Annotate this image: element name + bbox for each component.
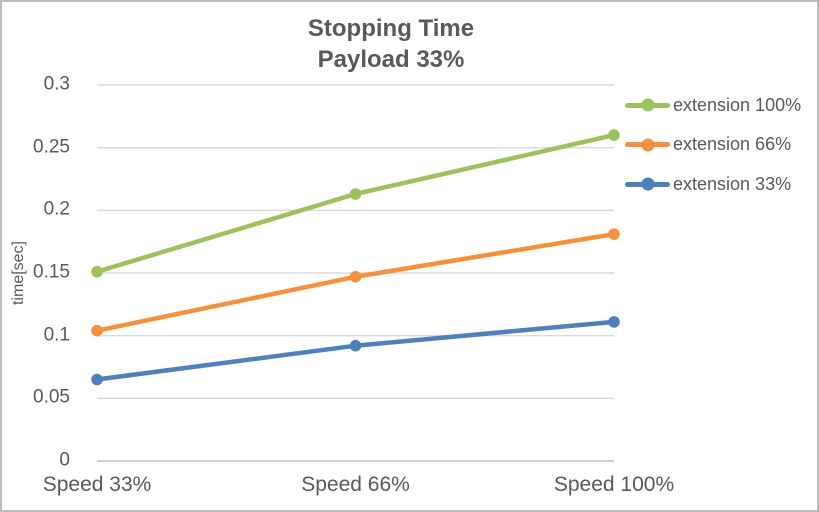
legend-item-label: extension 100%	[673, 94, 802, 115]
x-category-label: Speed 100%	[553, 473, 675, 496]
x-category-label: Speed 33%	[42, 473, 152, 496]
series-line	[94, 132, 617, 274]
legend-item-label: extension 66%	[673, 134, 792, 154]
series-marker	[608, 129, 620, 141]
legend-marker-dot-icon	[641, 177, 654, 191]
y-tick-label: 0.15	[33, 261, 70, 283]
y-tick-label: 0	[59, 449, 70, 471]
legend-item: extension 33%	[625, 172, 791, 196]
legend-item: extension 66%	[625, 133, 791, 157]
x-category-label: Speed 66%	[301, 473, 410, 496]
legend-marker-icon	[625, 177, 670, 191]
legend-marker-dot-icon	[641, 98, 654, 112]
series-marker	[608, 228, 620, 240]
y-tick-label: 0.2	[43, 198, 70, 220]
legend-marker-icon	[625, 98, 670, 112]
y-tick-label: 0.1	[43, 324, 70, 346]
series-marker	[349, 339, 362, 352]
series-marker	[349, 188, 362, 200]
series-marker	[91, 373, 103, 386]
y-tick-label: 0.25	[33, 136, 70, 158]
legend-marker-dot-icon	[641, 138, 654, 151]
y-tick-label: 0.05	[33, 386, 70, 408]
series-marker	[91, 324, 103, 337]
y-tick-label: 0.3	[43, 73, 70, 95]
legend-marker-icon	[625, 138, 670, 151]
series-marker	[91, 265, 103, 278]
series-marker	[349, 271, 362, 283]
series-marker	[608, 316, 620, 328]
legend-item-label: extension 33%	[673, 173, 792, 194]
legend-item: extension 100%	[625, 93, 801, 117]
